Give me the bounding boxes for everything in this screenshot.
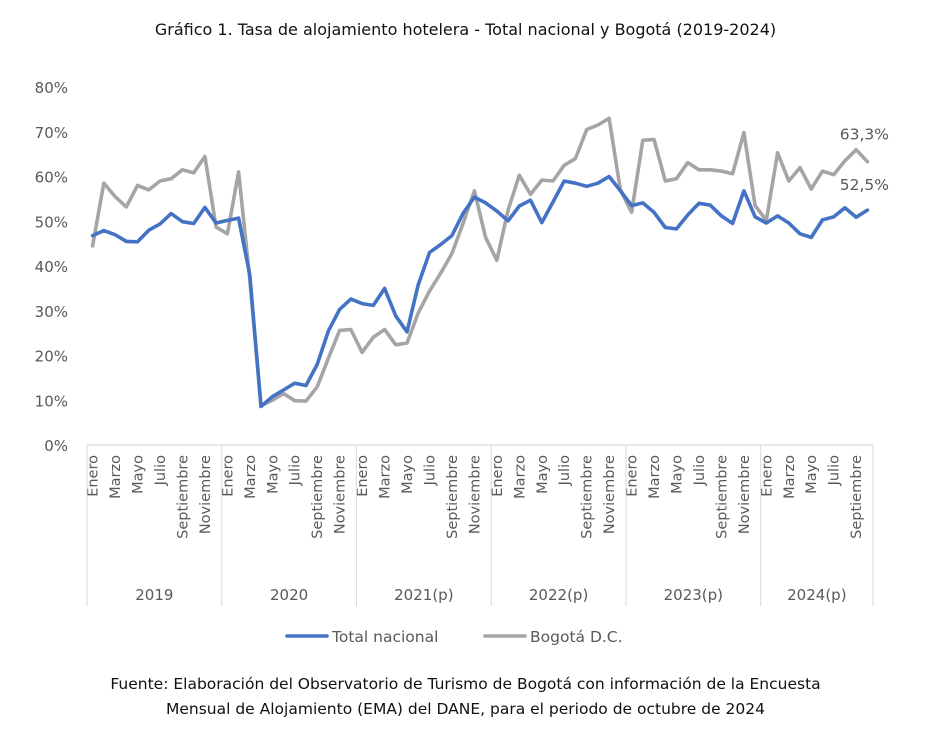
x-tick-label: Julio <box>827 455 843 487</box>
y-tick-label: 80% <box>35 79 68 97</box>
source-line-1: Fuente: Elaboración del Observatorio de … <box>110 675 821 693</box>
x-tick-label: Mayo <box>804 455 820 494</box>
x-tick-label: Marzo <box>512 455 528 499</box>
x-tick-label: Marzo <box>782 455 798 499</box>
x-tick-label: Julio <box>557 455 573 487</box>
x-tick-label: Julio <box>692 455 708 487</box>
x-tick-label: Marzo <box>243 455 259 499</box>
series-line-bogota <box>90 116 870 408</box>
x-tick-label: Mayo <box>400 455 416 494</box>
x-tick-label: Enero <box>355 455 371 497</box>
x-tick-label: Enero <box>86 455 102 497</box>
x-tick-label: Noviembre <box>198 455 214 534</box>
x-tick-label: Mayo <box>265 455 281 494</box>
x-tick-label: Septiembre <box>310 455 326 539</box>
x-tick-label: Noviembre <box>737 455 753 534</box>
x-tick-label: Julio <box>288 455 304 487</box>
y-tick-label: 20% <box>35 348 68 366</box>
x-tick-label: Noviembre <box>602 455 618 534</box>
series-line-total-nacional <box>90 174 870 409</box>
x-tick-label: Enero <box>625 455 641 497</box>
year-label: 2020 <box>270 586 308 604</box>
x-tick-label: Enero <box>490 455 506 497</box>
x-tick-label: Julio <box>422 455 438 487</box>
y-tick-label: 10% <box>35 392 68 410</box>
x-tick-label: Marzo <box>378 455 394 499</box>
x-tick-label: Enero <box>220 455 236 497</box>
y-tick-label: 40% <box>35 258 68 276</box>
x-tick-label: Noviembre <box>333 455 349 534</box>
x-tick-label: Septiembre <box>445 455 461 539</box>
chart-title: Gráfico 1. Tasa de alojamiento hotelera … <box>154 20 777 39</box>
x-tick-label: Septiembre <box>580 455 596 539</box>
source-note: Fuente: Elaboración del Observatorio de … <box>0 672 931 722</box>
x-tick-label: Mayo <box>131 455 147 494</box>
line-chart: 0% 10% 20% 30% 40% 50% 60% 70% 80% Enero Marzo Mayo… <box>35 79 889 646</box>
x-tick-label: Septiembre <box>175 455 191 539</box>
y-tick-label: 30% <box>35 303 68 321</box>
x-tick-label: Julio <box>153 455 169 487</box>
x-tick-label: Mayo <box>670 455 686 494</box>
x-tick-label: Marzo <box>108 455 124 499</box>
year-label: 2024(p) <box>787 586 846 604</box>
source-line-2: Mensual de Alojamiento (EMA) del DANE, p… <box>165 700 765 718</box>
x-tick-label: Mayo <box>535 455 551 494</box>
x-tick-label: Enero <box>759 455 775 497</box>
year-label: 2023(p) <box>664 586 723 604</box>
y-tick-label: 60% <box>35 169 68 187</box>
x-tick-label: Marzo <box>647 455 663 499</box>
legend-item-bogota-label: Bogotá D.C. <box>530 628 623 646</box>
x-tick-label: Septiembre <box>849 455 865 539</box>
y-tick-label: 70% <box>35 124 68 142</box>
year-label: 2019 <box>135 586 173 604</box>
legend-item-total-nacional-label: Total nacional <box>331 628 438 646</box>
y-tick-label: 0% <box>44 437 68 455</box>
data-label-bogota: 63,3% <box>840 126 889 144</box>
x-tick-label: Septiembre <box>714 455 730 539</box>
data-label-total-nacional: 52,5% <box>840 176 889 194</box>
x-tick-label: Noviembre <box>467 455 483 534</box>
year-label: 2021(p) <box>394 586 453 604</box>
y-tick-label: 50% <box>35 213 68 231</box>
year-label: 2022(p) <box>529 586 588 604</box>
